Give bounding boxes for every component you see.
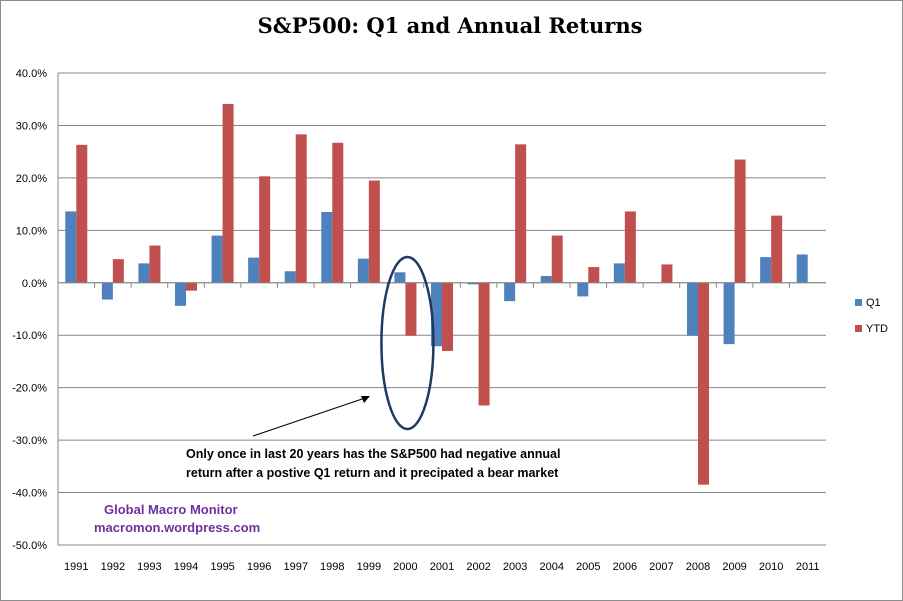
x-tick-label: 1993	[137, 561, 161, 573]
y-tick-label: -50.0%	[12, 540, 47, 552]
bar-ytd-2007	[661, 264, 673, 283]
watermark-line-1: Global Macro Monitor	[104, 502, 238, 517]
x-tick-label: 2000	[393, 561, 417, 573]
x-tick-label: 2005	[576, 561, 600, 573]
bar-ytd-2000	[405, 282, 417, 336]
bar-ytd-2008	[698, 282, 709, 485]
bar-ytd-2006	[624, 211, 636, 283]
bar-q1-2009	[723, 282, 735, 345]
legend: Q1 YTD	[855, 297, 888, 335]
legend-swatch-ytd	[855, 325, 862, 332]
bar-ytd-1996	[259, 176, 271, 283]
x-tick-label: 1997	[283, 561, 307, 573]
y-axis: 40.0% 30.0% 20.0% 10.0% 0.0% -10.0% -20.0% -30.…	[12, 68, 59, 552]
bar-ytd-2009	[734, 159, 746, 283]
bar-ytd-2005	[588, 267, 600, 283]
x-tick-label: 2009	[722, 561, 746, 573]
y-tick-label: 10.0%	[16, 225, 47, 237]
x-tick-label: 2007	[649, 561, 673, 573]
x-tick-label: 1999	[357, 561, 381, 573]
x-tick-label: 1995	[210, 561, 234, 573]
y-tick-label: 20.0%	[16, 173, 47, 185]
x-tick-label: 2001	[430, 561, 454, 573]
bar-q1-1997	[284, 271, 296, 283]
bar-ytd-2001	[442, 282, 453, 351]
bar-q1-2005	[577, 282, 589, 297]
bar-ytd-2003	[515, 144, 527, 283]
bar-q1-1992	[101, 282, 113, 300]
bar-q1-1991	[65, 211, 77, 283]
bar-q1-2001	[431, 282, 442, 347]
x-tick-label: 1996	[247, 561, 271, 573]
legend-swatch-q1	[855, 299, 862, 306]
y-tick-label: 0.0%	[22, 278, 47, 290]
x-tick-label: 2008	[686, 561, 710, 573]
bar-q1-2008	[687, 282, 698, 336]
x-tick-label: 1998	[320, 561, 344, 573]
x-tick-label: 1991	[64, 561, 88, 573]
bar-q1-2011	[796, 254, 808, 283]
bar-ytd-1992	[112, 259, 124, 283]
bar-ytd-1994	[186, 282, 197, 291]
bar-ytd-2010	[771, 215, 783, 283]
bar-q1-1995	[211, 235, 223, 283]
bar-ytd-1999	[368, 180, 380, 283]
bar-q1-1993	[138, 263, 150, 283]
bar-ytd-1991	[76, 144, 88, 283]
x-tick-label: 2002	[466, 561, 490, 573]
bar-q1-1998	[321, 211, 333, 283]
bar-q1-2006	[613, 263, 625, 283]
y-tick-label: -40.0%	[12, 488, 47, 500]
x-axis: 1991 1992 1993 1994 1995 1996 1997 1998 1999 2000…	[57, 282, 826, 573]
y-tick-label: 30.0%	[16, 120, 47, 132]
x-tick-label: 1994	[174, 561, 198, 573]
watermark-line-2: macromon.wordpress.com	[94, 520, 260, 535]
bars	[65, 103, 808, 485]
x-tick-label: 2003	[503, 561, 527, 573]
x-tick-label: 2006	[613, 561, 637, 573]
y-tick-label: 40.0%	[16, 68, 47, 80]
bar-q1-2004	[540, 275, 552, 283]
y-tick-label: -30.0%	[12, 435, 47, 447]
x-tick-label: 2004	[539, 561, 563, 573]
highlight-ellipse	[380, 255, 435, 431]
bar-q1-2003	[504, 282, 516, 302]
y-tick-label: -10.0%	[12, 330, 47, 342]
bar-q1-2000	[394, 272, 406, 283]
x-tick-label: 2011	[796, 561, 820, 573]
bar-ytd-2002	[478, 282, 490, 406]
bar-q1-2010	[760, 257, 772, 283]
bar-ytd-1995	[222, 103, 234, 283]
bar-ytd-1998	[332, 142, 344, 283]
bar-ytd-1997	[295, 134, 307, 283]
bar-ytd-2004	[551, 235, 563, 283]
annotation-line-1: Only once in last 20 years has the S&P50…	[186, 447, 560, 461]
bar-q1-2002	[467, 282, 479, 285]
legend-label-q1: Q1	[866, 297, 881, 309]
x-tick-label: 1992	[101, 561, 125, 573]
bar-ytd-1993	[149, 245, 161, 283]
y-tick-label: -20.0%	[12, 383, 47, 395]
annotation-line-2: return after a postive Q1 return and it …	[186, 466, 559, 480]
bar-q1-1994	[175, 282, 186, 306]
x-tick-label: 2010	[759, 561, 783, 573]
annotation-arrow	[252, 396, 370, 437]
legend-label-ytd: YTD	[866, 323, 888, 335]
chart-title: S&P500: Q1 and Annual Returns	[258, 13, 643, 38]
bar-q1-1999	[357, 258, 369, 283]
bar-q1-1996	[248, 257, 260, 283]
